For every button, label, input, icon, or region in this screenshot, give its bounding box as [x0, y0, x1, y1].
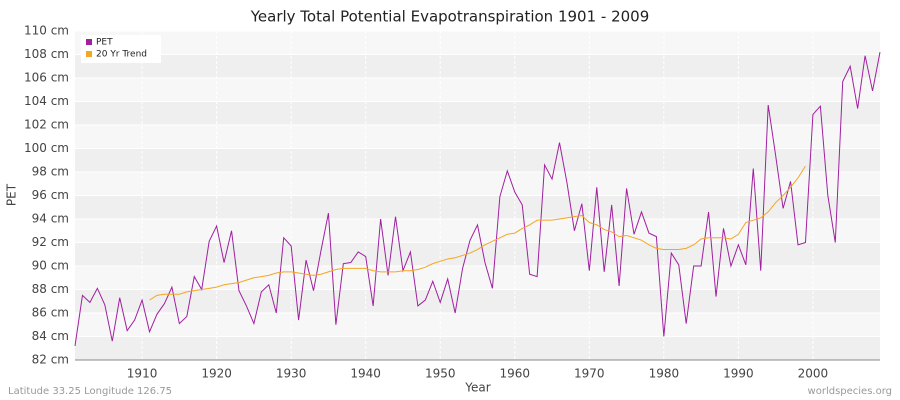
- y-tick-label: 92 cm: [32, 235, 69, 249]
- legend-box: [81, 35, 161, 63]
- x-tick-label: 1990: [723, 367, 754, 381]
- y-tick-label: 96 cm: [32, 188, 69, 202]
- y-tick-label: 88 cm: [32, 282, 69, 296]
- y-tick-label: 106 cm: [24, 71, 69, 85]
- x-tick-label: 1930: [276, 367, 307, 381]
- grid-band: [75, 195, 880, 219]
- x-tick-label: 1970: [574, 367, 605, 381]
- grid-band: [75, 101, 880, 125]
- y-tick-label: 98 cm: [32, 165, 69, 179]
- y-tick-label: 90 cm: [32, 259, 69, 273]
- x-tick-label: 2000: [798, 367, 829, 381]
- x-tick-label: 1950: [425, 367, 456, 381]
- x-tick-label: 1960: [499, 367, 530, 381]
- grid-band: [75, 242, 880, 266]
- x-tick-label: 1920: [201, 367, 232, 381]
- x-axis-label: Year: [464, 381, 490, 395]
- data-line: [149, 165, 806, 301]
- grid-band: [75, 289, 880, 313]
- x-tick-label: 1940: [350, 367, 381, 381]
- x-tick-label: 1980: [649, 367, 680, 381]
- legend-label: PET: [96, 38, 113, 48]
- grid-band: [75, 148, 880, 172]
- y-tick-label: 86 cm: [32, 306, 69, 320]
- y-tick-label: 94 cm: [32, 212, 69, 226]
- y-tick-label: 108 cm: [24, 47, 69, 61]
- footer-left: Latitude 33.25 Longitude 126.75: [8, 386, 172, 397]
- data-line: [74, 52, 881, 346]
- footer-right: worldspecies.org: [808, 386, 892, 397]
- y-axis-label: PET: [5, 183, 19, 206]
- x-tick-label: 1910: [127, 367, 158, 381]
- y-tick-label: 102 cm: [24, 118, 69, 132]
- grid-band: [75, 336, 880, 360]
- y-tick-label: 82 cm: [32, 353, 69, 367]
- grid-band: [75, 54, 880, 78]
- chart-title: Yearly Total Potential Evapotranspiratio…: [250, 8, 650, 26]
- legend-swatch: [86, 51, 92, 57]
- legend-label: 20 Yr Trend: [96, 50, 147, 60]
- y-tick-label: 104 cm: [24, 94, 69, 108]
- y-tick-label: 84 cm: [32, 329, 69, 343]
- legend-swatch: [86, 39, 92, 45]
- y-tick-label: 100 cm: [24, 141, 69, 155]
- y-tick-label: 110 cm: [24, 24, 69, 38]
